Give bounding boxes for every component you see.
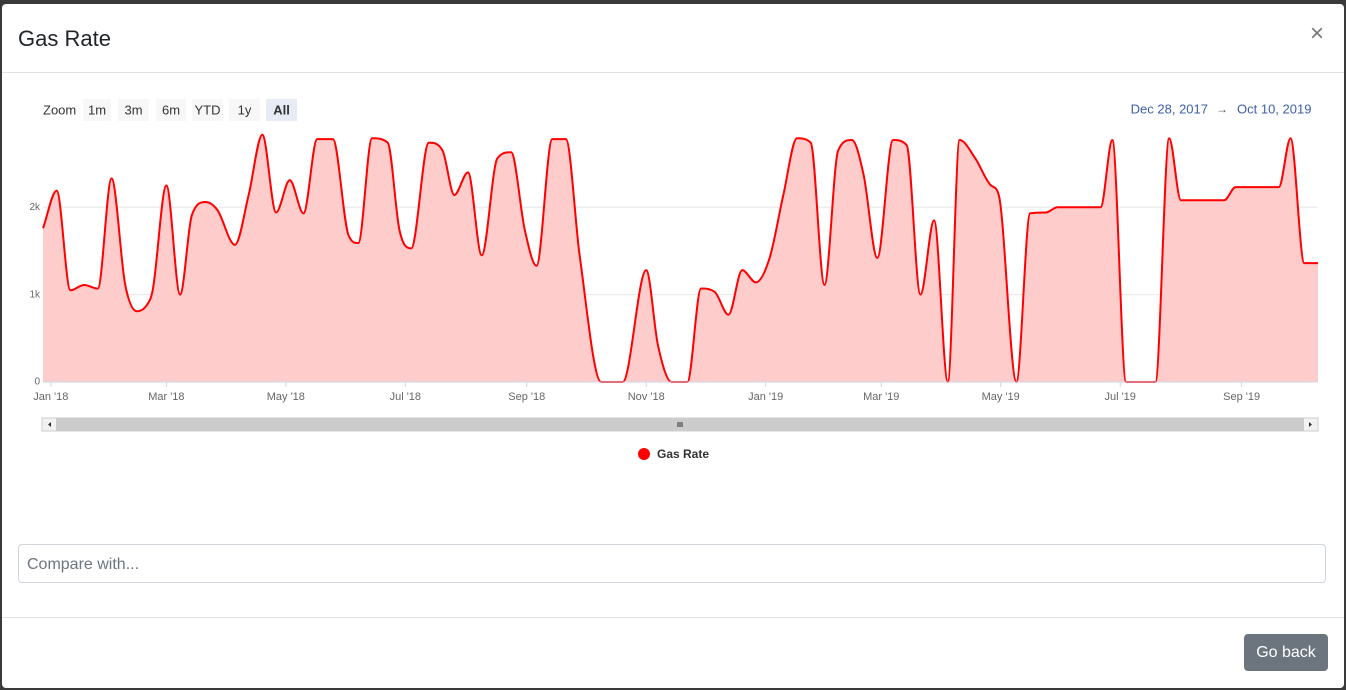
zoom-label: Zoom	[43, 102, 76, 117]
x-tick-label: Jul '18	[390, 391, 421, 403]
x-tick-label: Sep '19	[1223, 391, 1260, 403]
header-divider	[2, 72, 1344, 73]
zoom-button[interactable]	[229, 99, 260, 121]
zoom-button-label[interactable]: All	[273, 102, 290, 117]
chart: Zoom Dec 28, 2017 → Oct 10, 2019 1m 3m 6m Y…	[29, 99, 1319, 461]
y-tick-label: 0	[34, 377, 40, 388]
x-tick-label: Jan '18	[33, 391, 68, 403]
y-tick-label: 2k	[29, 202, 41, 213]
footer-divider	[2, 617, 1344, 618]
x-tick-label: May '19	[982, 391, 1020, 403]
range-arrow: →	[1216, 102, 1228, 116]
x-tick-label: Sep '18	[508, 391, 545, 403]
zoom-button[interactable]	[156, 99, 186, 121]
legend-label[interactable]: Gas Rate	[657, 447, 709, 461]
zoom-button[interactable]	[118, 99, 149, 121]
zoom-button-label[interactable]: 3m	[124, 102, 142, 117]
zoom-button[interactable]	[83, 99, 111, 121]
zoom-button[interactable]	[266, 99, 297, 121]
y-tick-label: 1k	[29, 289, 41, 300]
x-tick-label: Jan '19	[748, 391, 783, 403]
x-tick-label: Jul '19	[1104, 391, 1135, 403]
modal-title: Gas Rate	[18, 26, 111, 51]
x-tick-label: Nov '18	[628, 391, 665, 403]
x-tick-label: May '18	[267, 391, 305, 403]
close-button[interactable]: ×	[1310, 20, 1325, 47]
legend-marker[interactable]	[638, 448, 650, 460]
scrollbar-grip	[677, 422, 683, 427]
compare-input[interactable]: Compare with...	[18, 544, 1326, 583]
zoom-button-label[interactable]: YTD	[195, 102, 221, 117]
line	[42, 133, 1318, 384]
x-tick-label: Mar '18	[148, 391, 184, 403]
zoom-button-label[interactable]: 1y	[238, 102, 252, 117]
range-from[interactable]: Dec 28, 2017	[1131, 101, 1208, 116]
compare-placeholder: Compare with...	[27, 556, 140, 573]
area-fill	[43, 134, 1318, 382]
x-tick-label: Mar '19	[863, 391, 899, 403]
range-to[interactable]: Oct 10, 2019	[1237, 101, 1311, 116]
zoom-button-label[interactable]: 1m	[88, 102, 106, 117]
go-back-button[interactable]: Go back	[1244, 634, 1328, 671]
zoom-button-label[interactable]: 6m	[162, 102, 180, 117]
zoom-button[interactable]	[192, 99, 223, 121]
